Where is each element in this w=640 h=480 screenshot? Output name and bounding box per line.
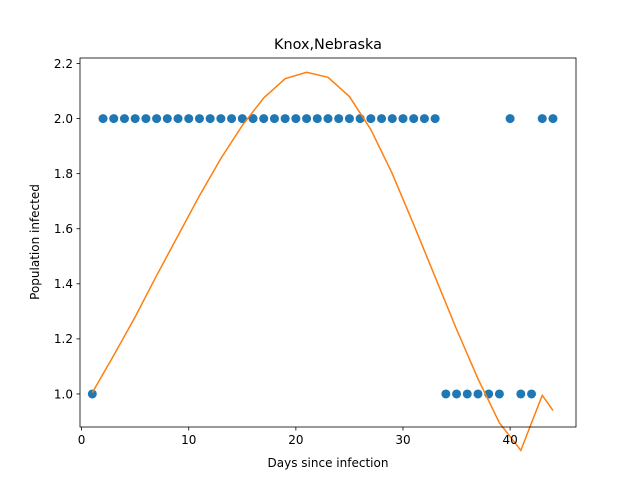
data-point bbox=[119, 114, 129, 124]
y-tick-label: 1.2 bbox=[54, 332, 73, 346]
data-point bbox=[237, 114, 247, 124]
data-point bbox=[194, 114, 204, 124]
data-point bbox=[98, 114, 108, 124]
x-tick-label: 20 bbox=[288, 433, 303, 447]
y-axis: 1.0 1.2 1.4 1.6 1.8 2.0 2.2 bbox=[54, 57, 80, 401]
y-tick-label: 2.0 bbox=[54, 112, 73, 126]
y-tick-label: 1.8 bbox=[54, 167, 73, 181]
y-tick-label: 1.0 bbox=[54, 387, 73, 401]
data-point bbox=[87, 389, 97, 399]
data-point bbox=[291, 114, 301, 124]
data-point bbox=[441, 389, 451, 399]
data-point bbox=[269, 114, 279, 124]
data-point bbox=[462, 389, 472, 399]
data-point bbox=[323, 114, 333, 124]
data-point bbox=[334, 114, 344, 124]
data-point bbox=[377, 114, 387, 124]
x-tick-label: 30 bbox=[395, 433, 410, 447]
data-point bbox=[248, 114, 258, 124]
x-axis-title: Days since infection bbox=[268, 456, 389, 470]
data-point bbox=[184, 114, 194, 124]
data-point bbox=[398, 114, 408, 124]
x-tick-label: 10 bbox=[181, 433, 196, 447]
data-point bbox=[141, 114, 151, 124]
data-point bbox=[259, 114, 269, 124]
data-point bbox=[452, 389, 462, 399]
plot-frame bbox=[79, 57, 577, 428]
data-point bbox=[227, 114, 237, 124]
y-tick-label: 1.4 bbox=[54, 277, 73, 291]
data-point bbox=[216, 114, 226, 124]
data-point bbox=[430, 114, 440, 124]
data-point bbox=[130, 114, 140, 124]
fit-line bbox=[91, 71, 554, 452]
data-point bbox=[109, 114, 119, 124]
data-point bbox=[280, 114, 290, 124]
y-tick-label: 2.2 bbox=[54, 57, 73, 71]
chart-title: Knox,Nebraska bbox=[274, 37, 382, 53]
plot-area bbox=[87, 71, 558, 452]
data-point bbox=[494, 389, 504, 399]
data-point bbox=[173, 114, 183, 124]
y-axis-title: Population infected bbox=[28, 184, 42, 300]
data-point bbox=[548, 114, 558, 124]
y-tick-label: 1.6 bbox=[54, 222, 73, 236]
x-tick-label: 0 bbox=[78, 433, 86, 447]
data-point bbox=[527, 389, 537, 399]
data-point bbox=[205, 114, 215, 124]
data-point bbox=[409, 114, 419, 124]
data-point bbox=[387, 114, 397, 124]
data-point bbox=[162, 114, 172, 124]
data-point bbox=[152, 114, 162, 124]
data-point bbox=[537, 114, 547, 124]
data-point bbox=[344, 114, 354, 124]
x-axis: 0 10 20 30 40 bbox=[78, 427, 518, 447]
data-point bbox=[366, 114, 376, 124]
data-point bbox=[312, 114, 322, 124]
data-point bbox=[419, 114, 429, 124]
data-point bbox=[473, 389, 483, 399]
data-point bbox=[516, 389, 526, 399]
data-point bbox=[505, 114, 515, 124]
x-tick-label: 40 bbox=[502, 433, 517, 447]
data-point bbox=[302, 114, 312, 124]
